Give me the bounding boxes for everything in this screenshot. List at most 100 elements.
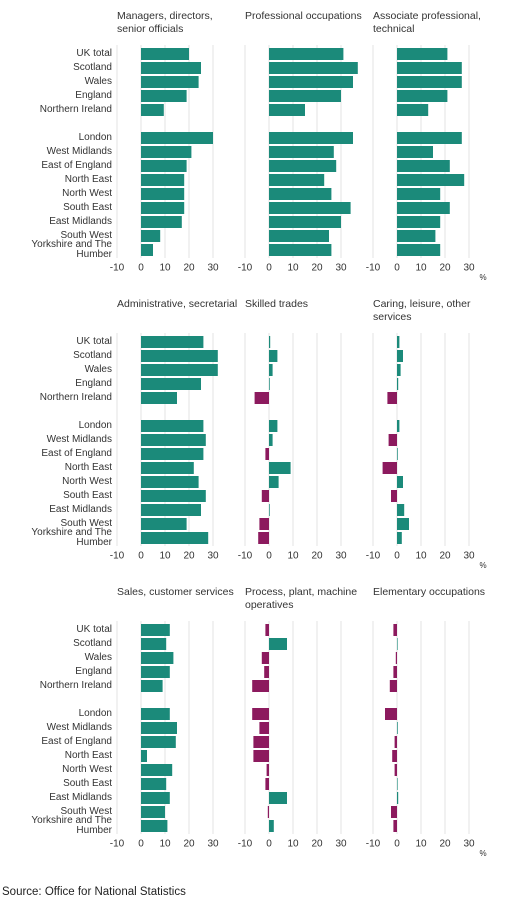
bar: [141, 462, 194, 474]
x-tick-label: 20: [439, 839, 451, 850]
bar: [269, 230, 329, 242]
bar: [269, 378, 270, 390]
bar: [269, 216, 341, 228]
x-tick-label: -10: [366, 839, 381, 850]
bar: [392, 750, 397, 762]
bar: [269, 76, 353, 88]
x-tick-label: 20: [439, 263, 451, 274]
bar: [269, 48, 344, 60]
x-tick-label: 30: [463, 263, 475, 274]
bar: [141, 504, 201, 516]
panel-title: Elementary occupations: [373, 586, 486, 598]
bar: [269, 104, 305, 116]
x-tick-label: 0: [138, 551, 144, 562]
bar: [141, 476, 199, 488]
bar: [394, 736, 397, 748]
x-tick-label: 0: [266, 839, 272, 850]
category-label: North East: [64, 462, 112, 473]
source: Source: Office for National Statistics: [2, 886, 186, 898]
bar: [141, 448, 204, 460]
category-label: South East: [63, 490, 112, 501]
category-label: South East: [63, 202, 112, 213]
bar: [393, 666, 397, 678]
category-label: UK total: [76, 336, 112, 347]
category-label: Scotland: [73, 350, 112, 361]
bar: [141, 188, 185, 200]
bar: [269, 160, 337, 172]
bar: [141, 820, 168, 832]
bar: [141, 90, 187, 102]
x-tick-label: 20: [439, 551, 451, 562]
bar: [385, 708, 397, 720]
bar: [141, 778, 167, 790]
x-tick-label: 10: [159, 839, 171, 850]
x-tick-label: 0: [394, 839, 400, 850]
bar: [269, 188, 332, 200]
category-label: London: [78, 708, 112, 719]
bar: [267, 806, 269, 818]
bar: [141, 202, 185, 214]
x-tick-label: -10: [110, 263, 125, 274]
bar: [397, 778, 398, 790]
category-label: UK total: [76, 624, 112, 635]
category-label: East Midlands: [49, 504, 112, 515]
category-label: East Midlands: [49, 216, 112, 227]
category-label: England: [75, 666, 112, 677]
bar: [397, 104, 429, 116]
panel-title: Managers, directors, senior officials: [117, 10, 213, 35]
x-tick-label: 0: [394, 551, 400, 562]
bar: [388, 434, 397, 446]
category-label: England: [75, 378, 112, 389]
x-tick-label: 20: [311, 839, 323, 850]
bar: [269, 820, 274, 832]
bar: [141, 806, 165, 818]
bar: [397, 448, 398, 460]
bar: [397, 350, 403, 362]
category-label: East of England: [41, 736, 112, 747]
x-tick-label: 0: [394, 263, 400, 274]
panel-title: Sales, customer services: [117, 586, 234, 598]
bar: [141, 216, 182, 228]
bar: [141, 392, 177, 404]
category-label: North West: [62, 764, 112, 775]
bar: [269, 244, 332, 256]
bar: [265, 778, 269, 790]
x-tick-label: -10: [238, 263, 253, 274]
bar: [141, 518, 187, 530]
x-tick-label: 30: [463, 551, 475, 562]
bar: [141, 736, 176, 748]
bar: [253, 736, 269, 748]
bar: [269, 132, 353, 144]
category-label: Yorkshire and The Humber: [31, 527, 112, 548]
category-label: East of England: [41, 448, 112, 459]
bar: [141, 532, 209, 544]
x-tick-label: 30: [207, 839, 219, 850]
x-tick-label: -10: [366, 263, 381, 274]
bar: [269, 62, 358, 74]
category-label: North West: [62, 188, 112, 199]
x-tick-label: 30: [207, 263, 219, 274]
x-tick-label: 20: [311, 263, 323, 274]
category-label: Wales: [84, 364, 112, 375]
bar: [141, 792, 170, 804]
bar: [391, 490, 397, 502]
category-label: Northern Ireland: [39, 680, 112, 691]
bar: [269, 476, 279, 488]
x-tick-label: 0: [266, 263, 272, 274]
bar: [397, 638, 398, 650]
x-tick-label: 10: [415, 263, 427, 274]
bar: [141, 146, 192, 158]
bar: [269, 146, 334, 158]
bar: [141, 434, 206, 446]
x-unit-label: %: [479, 561, 486, 570]
x-tick-label: 30: [335, 839, 347, 850]
bar: [397, 188, 441, 200]
category-label: North East: [64, 174, 112, 185]
category-label: Northern Ireland: [39, 104, 112, 115]
category-label: South East: [63, 778, 112, 789]
x-tick-label: 10: [415, 551, 427, 562]
bar: [141, 230, 161, 242]
x-tick-label: 10: [159, 263, 171, 274]
bar: [269, 364, 273, 376]
